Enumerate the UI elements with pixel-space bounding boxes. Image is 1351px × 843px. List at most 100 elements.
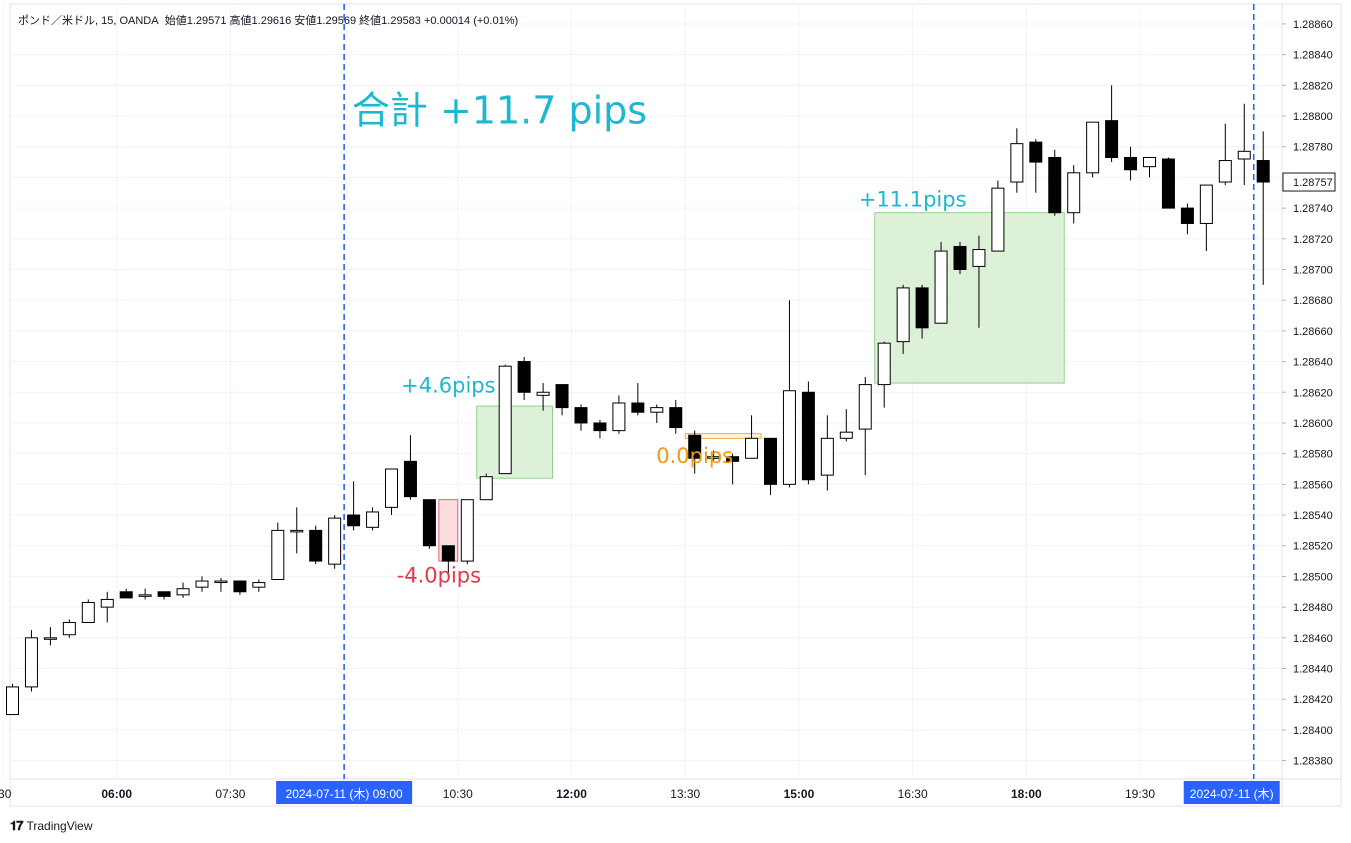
candle-body[interactable]	[24, 637, 38, 688]
pips-annotation[interactable]: -4.0pips	[397, 564, 481, 588]
candle-body[interactable]	[972, 249, 986, 267]
candle-body[interactable]	[385, 468, 398, 508]
candle-body[interactable]	[1218, 160, 1232, 183]
candle-body[interactable]	[650, 407, 664, 413]
candle-body[interactable]	[271, 529, 285, 580]
candle-body[interactable]	[991, 187, 1005, 252]
candle-body[interactable]	[1124, 156, 1138, 171]
price-tick-label: 1.28700	[1293, 264, 1333, 276]
candle-body[interactable]	[460, 499, 474, 562]
candle-body[interactable]	[195, 580, 209, 588]
price-tick-label: 1.28840	[1293, 50, 1333, 62]
candle-body[interactable]	[1143, 156, 1156, 168]
pips-annotation[interactable]: +11.1pips	[859, 188, 967, 212]
candle-body[interactable]	[612, 402, 626, 432]
candle-body[interactable]	[707, 456, 721, 459]
price-tick-label: 1.28420	[1293, 694, 1333, 706]
position-zone-gain[interactable]	[476, 405, 553, 479]
candle-body[interactable]	[820, 437, 834, 476]
candle-body[interactable]	[62, 621, 76, 636]
candle-body[interactable]	[252, 582, 266, 588]
candle-body[interactable]	[403, 460, 417, 498]
candle-body[interactable]	[669, 407, 683, 429]
tradingview-logo-icon: 𝟏𝟕	[10, 818, 24, 833]
tradingview-brand[interactable]: 𝟏𝟕 TradingView	[10, 818, 93, 834]
time-tick-label: 10:30	[443, 787, 473, 801]
candle-body[interactable]	[536, 391, 550, 396]
candle-body[interactable]	[157, 591, 171, 597]
candle-body[interactable]	[1237, 150, 1251, 160]
candle-body[interactable]	[1048, 156, 1062, 214]
candle-body[interactable]	[43, 637, 57, 640]
time-tick-label: 18:00	[1011, 787, 1042, 801]
candle-body[interactable]	[1029, 141, 1043, 163]
price-tick-label: 1.28740	[1293, 203, 1333, 215]
time-highlight-label: 2024-07-11 (木)	[1190, 787, 1274, 801]
candle-body[interactable]	[290, 529, 304, 533]
price-tick-label: 1.28400	[1293, 725, 1333, 737]
candle-body[interactable]	[764, 437, 777, 485]
candle-body[interactable]	[366, 511, 380, 528]
candle-body[interactable]	[631, 402, 645, 413]
candle-body[interactable]	[726, 456, 740, 462]
candle-body[interactable]	[422, 499, 436, 547]
candle-body[interactable]	[479, 476, 493, 501]
candle-body[interactable]	[915, 287, 929, 329]
candle-body[interactable]	[953, 245, 967, 270]
candle-body[interactable]	[517, 361, 531, 393]
price-tick-label: 1.28600	[1293, 418, 1333, 430]
candle-body[interactable]	[858, 384, 872, 430]
pips-annotation[interactable]: +4.6pips	[401, 373, 495, 397]
candle-body[interactable]	[782, 390, 796, 485]
candle-body[interactable]	[176, 588, 190, 596]
price-tick-label: 1.28820	[1293, 80, 1333, 92]
symbol-name[interactable]: ポンド／米ドル, 15, OANDA	[18, 15, 159, 27]
candle-body[interactable]	[441, 545, 455, 562]
time-tick-label: 16:30	[898, 787, 928, 801]
candle-body[interactable]	[1067, 172, 1081, 214]
candle-body[interactable]	[1199, 184, 1213, 224]
candle-body[interactable]	[6, 686, 19, 716]
candle-body[interactable]	[100, 598, 114, 608]
candle-body[interactable]	[839, 431, 853, 439]
candle-body[interactable]	[328, 517, 342, 565]
candle-body[interactable]	[214, 580, 228, 584]
candle-body[interactable]	[138, 594, 152, 597]
time-highlight-label: 2024-07-11 (木) 09:00	[286, 787, 404, 801]
candle-body[interactable]	[1256, 160, 1270, 183]
time-highlight-badge	[276, 781, 413, 804]
candle-body[interactable]	[1180, 207, 1194, 224]
candle-body[interactable]	[745, 437, 759, 459]
price-tick-label: 1.28780	[1293, 142, 1333, 154]
candle-body[interactable]	[1010, 143, 1024, 183]
candle-body[interactable]	[801, 391, 815, 481]
time-tick-label: 06:00	[101, 787, 132, 801]
candle-body[interactable]	[877, 342, 891, 386]
candle-body[interactable]	[688, 434, 702, 459]
candle-body[interactable]	[81, 602, 95, 623]
candle-body[interactable]	[119, 591, 133, 599]
candle-body[interactable]	[233, 580, 247, 593]
candle-body[interactable]	[555, 384, 569, 409]
candle-body[interactable]	[1086, 121, 1100, 174]
candle-body[interactable]	[934, 250, 948, 324]
pips-annotation[interactable]: 0.0pips	[656, 444, 733, 468]
price-tick-label: 1.28720	[1293, 234, 1333, 246]
candle-body[interactable]	[593, 422, 607, 432]
time-tick-label: 12:00	[556, 787, 587, 801]
time-tick-label: 07:30	[215, 787, 245, 801]
candle-body[interactable]	[1161, 158, 1175, 209]
brand-name: TradingView	[26, 819, 93, 833]
candle-body[interactable]	[1105, 120, 1119, 158]
position-zone-even[interactable]	[684, 433, 762, 439]
price-tick-label: 1.28800	[1293, 111, 1333, 123]
candle-body[interactable]	[574, 407, 588, 424]
candle-body[interactable]	[498, 365, 512, 475]
pips-annotation[interactable]: 合計 +11.7 pips	[352, 89, 647, 133]
candle-body[interactable]	[309, 529, 323, 562]
candle-body[interactable]	[347, 514, 361, 527]
time-tick-label: :30	[0, 787, 12, 801]
candle-body[interactable]	[896, 287, 910, 343]
last-price-label: 1.28757	[1293, 177, 1333, 189]
